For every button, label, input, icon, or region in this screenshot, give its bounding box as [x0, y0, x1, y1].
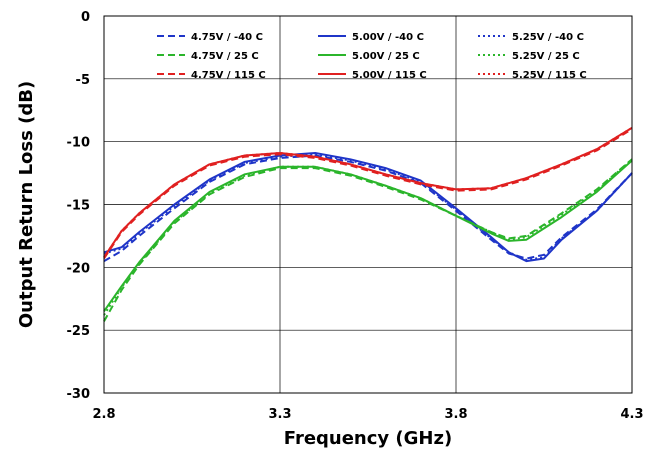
y-tick-label: -5	[76, 73, 90, 88]
series-layer	[103, 126, 633, 322]
y-tick-label: -30	[67, 387, 91, 402]
legend-label: 5.00V / 115 C	[352, 70, 427, 81]
x-tick-label: 2.8	[92, 407, 115, 422]
y-tick-label: -15	[67, 199, 91, 214]
y-tick-label: -20	[67, 261, 91, 276]
legend-label: 5.25V / -40 C	[512, 32, 584, 43]
x-axis-title: Frequency (GHz)	[284, 428, 452, 449]
series-line	[103, 158, 633, 322]
legend-label: 5.00V / 25 C	[352, 51, 420, 62]
series-line	[103, 126, 633, 258]
tick-labels: 0 -5 -10 -15 -20 -25 -302.8 3.3 3.8 4.3	[67, 10, 644, 422]
y-axis-title: Output Return Loss (dB)	[16, 81, 37, 328]
y-tick-label: -10	[67, 136, 91, 151]
legend-label: 4.75V / -40 C	[191, 32, 263, 43]
series-line	[103, 152, 633, 263]
x-tick-label: 4.3	[620, 407, 643, 422]
legend-label: 4.75V / 25 C	[191, 51, 259, 62]
legend: 4.75V / -40 C 5.00V / -40 C 5.25V / -40 C 4…	[157, 32, 587, 81]
series-line	[103, 158, 633, 316]
legend-label: 5.25V / 115 C	[512, 70, 587, 81]
legend-label: 5.25V / 25 C	[512, 51, 580, 62]
series-line	[103, 154, 633, 262]
series-line	[103, 126, 633, 258]
plot-frame	[103, 15, 633, 394]
series-line	[103, 153, 633, 261]
y-tick-label: -25	[67, 324, 91, 339]
x-tick-label: 3.8	[444, 407, 467, 422]
legend-label: 4.75V / 115 C	[191, 70, 266, 81]
y-tick-label: 0	[81, 10, 90, 25]
grid-lines	[104, 16, 632, 393]
x-tick-label: 3.3	[268, 407, 291, 422]
series-line	[103, 159, 633, 312]
series-line	[103, 128, 633, 260]
legend-label: 5.00V / -40 C	[352, 32, 424, 43]
